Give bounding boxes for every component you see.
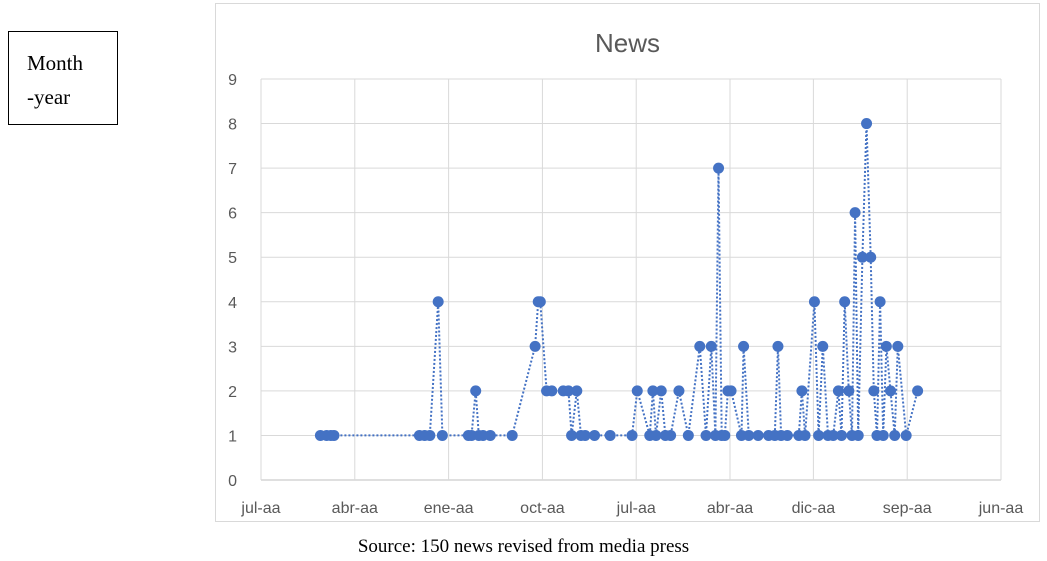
data-point [817, 340, 829, 352]
data-point [752, 429, 764, 441]
data-point [912, 385, 924, 397]
data-point [877, 429, 889, 441]
data-point [781, 429, 793, 441]
y-tick-label: 3 [228, 339, 237, 356]
y-tick-label: 0 [228, 473, 237, 490]
x-tick-label: jul-aa [616, 500, 656, 517]
data-point [647, 385, 659, 397]
data-point [571, 385, 583, 397]
data-point [808, 296, 820, 308]
x-tick-label: jun-aa [978, 500, 1024, 517]
series-line [320, 123, 919, 437]
data-point [424, 429, 436, 441]
data-point [892, 340, 904, 352]
data-point [566, 429, 578, 441]
data-point [589, 429, 601, 441]
data-point [705, 340, 717, 352]
data-point [650, 429, 662, 441]
data-point [562, 385, 574, 397]
y-tick-label: 7 [228, 161, 237, 178]
data-point [868, 385, 880, 397]
data-point [665, 429, 677, 441]
data-point [772, 340, 784, 352]
data-point [852, 429, 864, 441]
data-point [631, 385, 643, 397]
data-point [719, 429, 731, 441]
data-point [484, 429, 496, 441]
chart-title: News [594, 28, 660, 58]
data-point [436, 429, 448, 441]
data-point [799, 429, 811, 441]
data-point [694, 340, 706, 352]
data-point [738, 340, 750, 352]
data-point [889, 429, 901, 441]
data-point [579, 429, 591, 441]
data-point [546, 385, 558, 397]
data-point [865, 251, 877, 263]
y-tick-label: 6 [228, 206, 237, 223]
data-point [626, 429, 638, 441]
data-point [849, 207, 861, 219]
data-point [604, 429, 616, 441]
x-tick-label: sep-aa [883, 500, 932, 517]
data-point [885, 385, 897, 397]
data-point [713, 162, 725, 174]
data-point [827, 429, 839, 441]
y-tick-label: 5 [228, 250, 237, 267]
x-tick-label: abr-aa [332, 500, 378, 517]
data-point [534, 296, 546, 308]
y-tick-label: 2 [228, 384, 237, 401]
x-tick-label: jul-aa [240, 500, 280, 517]
data-point [529, 340, 541, 352]
year-note-line: -year [27, 85, 71, 109]
y-tick-label: 4 [228, 295, 237, 312]
data-point [682, 429, 694, 441]
month-year-note: Month -year [8, 31, 118, 125]
x-tick-label: ene-aa [424, 500, 474, 517]
data-point [813, 429, 825, 441]
data-point [874, 296, 886, 308]
data-point [880, 340, 892, 352]
month-note-line: Month [27, 51, 84, 75]
y-tick-label: 1 [228, 428, 237, 445]
data-point [328, 429, 340, 441]
y-tick-label: 9 [228, 72, 237, 89]
data-point [796, 385, 808, 397]
data-point [832, 385, 844, 397]
data-point [861, 118, 873, 130]
data-point [725, 385, 737, 397]
data-point [839, 296, 851, 308]
x-tick-label: oct-aa [520, 500, 565, 517]
data-point [673, 385, 685, 397]
x-tick-label: abr-aa [707, 500, 753, 517]
data-point [836, 429, 848, 441]
data-point [856, 251, 868, 263]
data-point [655, 385, 667, 397]
data-point [432, 296, 444, 308]
y-tick-label: 8 [228, 117, 237, 134]
data-point [743, 429, 755, 441]
data-point [506, 429, 518, 441]
data-point [700, 429, 712, 441]
data-point [843, 385, 855, 397]
data-point [900, 429, 912, 441]
x-tick-label: dic-aa [792, 500, 836, 517]
data-point [470, 385, 482, 397]
source-caption: Source: 150 news revised from media pres… [357, 536, 690, 557]
